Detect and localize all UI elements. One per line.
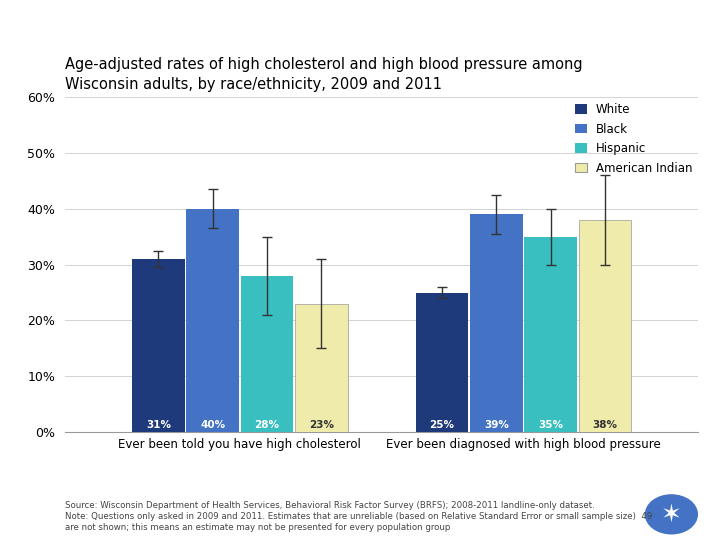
Bar	[295, 303, 348, 432]
Text: 40%: 40%	[200, 420, 225, 430]
Bar	[470, 214, 523, 432]
Text: Chronic diseases: Chronic diseases	[595, 10, 711, 24]
Circle shape	[646, 495, 697, 534]
Bar	[240, 276, 293, 432]
Text: 35%: 35%	[538, 420, 563, 430]
Text: 23%: 23%	[309, 420, 334, 430]
Text: 25%: 25%	[429, 420, 454, 430]
Text: 28%: 28%	[254, 420, 279, 430]
Text: Source: Wisconsin Department of Health Services, Behavioral Risk Factor Survey (: Source: Wisconsin Department of Health S…	[65, 501, 652, 532]
Legend: White, Black, Hispanic, American Indian: White, Black, Hispanic, American Indian	[575, 103, 693, 174]
Text: ✶: ✶	[661, 502, 682, 526]
Bar	[186, 209, 239, 432]
Text: 31%: 31%	[146, 420, 171, 430]
Text: 39%: 39%	[484, 420, 509, 430]
Bar	[579, 220, 631, 432]
Bar	[524, 237, 577, 432]
Text: Age-adjusted rates of high cholesterol and high blood pressure among
Wisconsin a: Age-adjusted rates of high cholesterol a…	[65, 57, 582, 91]
Bar	[415, 293, 468, 432]
Bar	[132, 259, 184, 432]
Text: 38%: 38%	[593, 420, 617, 430]
Text: BLACK POPULATION: BLACK POPULATION	[9, 10, 165, 24]
